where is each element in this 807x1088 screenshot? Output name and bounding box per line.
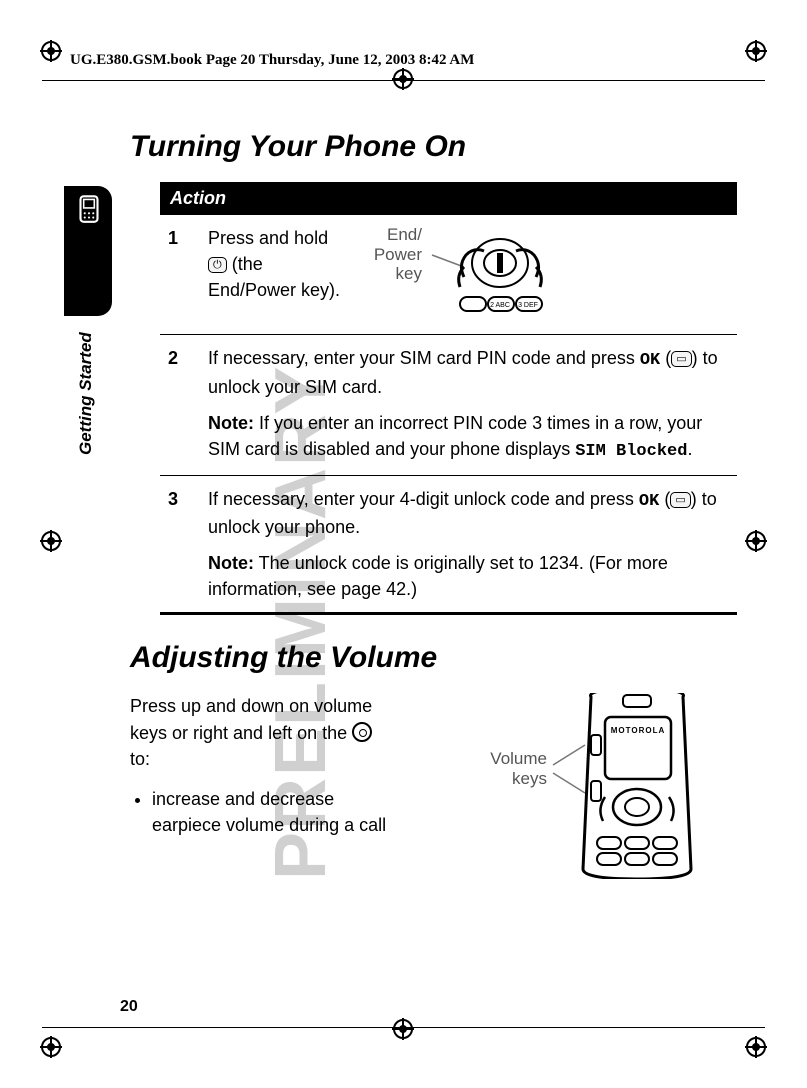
step-number: 1	[160, 215, 200, 335]
end-key-icon: ⏻	[208, 257, 227, 273]
phone-figure: Volume keys MOTOROLA	[477, 693, 707, 879]
svg-text:3 DEF: 3 DEF	[518, 302, 538, 309]
note-label: Note:	[208, 413, 254, 433]
registration-mark-icon	[745, 530, 767, 552]
registration-mark-icon	[392, 68, 414, 90]
svg-text:2 ABC: 2 ABC	[490, 302, 510, 309]
para-text: Press up and down on volume keys or righ…	[130, 696, 372, 742]
step-number: 3	[160, 475, 200, 614]
step-cell: Press and hold ⏻ (the End/Power key). En…	[200, 215, 737, 335]
chapter-label: Getting Started	[76, 332, 96, 455]
volume-paragraph: Press up and down on volume keys or righ…	[130, 693, 390, 837]
crop-mark-icon	[40, 40, 62, 62]
step-text: If necessary, enter your SIM card PIN co…	[208, 348, 640, 368]
softkey-icon: ▭	[670, 492, 690, 508]
sim-blocked-text: SIM Blocked	[575, 442, 687, 461]
callout-label: End/ Power key	[356, 225, 422, 284]
note-label: Note:	[208, 553, 254, 573]
step-text: If necessary, enter your 4-digit unlock …	[208, 489, 639, 509]
action-table: Action 1 Press and hold ⏻ (the End/Power…	[160, 182, 737, 615]
svg-text:MOTOROLA: MOTOROLA	[611, 726, 666, 735]
registration-mark-icon	[40, 530, 62, 552]
page-number: 20	[120, 998, 138, 1016]
step-cell: If necessary, enter your SIM card PIN co…	[200, 335, 737, 475]
keypad-illustration: 2 ABC 3 DEF	[430, 225, 570, 324]
note-text: The unlock code is originally set to 123…	[208, 553, 668, 599]
step-text: (the End/Power key).	[208, 254, 340, 300]
ok-label: OK	[640, 351, 660, 370]
crop-mark-icon	[40, 1036, 62, 1058]
step-text: Press and hold	[208, 228, 328, 248]
softkey-icon: ▭	[671, 351, 691, 367]
section-heading: Turning Your Phone On	[130, 130, 707, 164]
para-text: to:	[130, 749, 150, 769]
step-cell: If necessary, enter your 4-digit unlock …	[200, 475, 737, 614]
table-header: Action	[160, 182, 737, 215]
note-text: .	[687, 439, 692, 459]
nav-key-icon	[352, 722, 372, 742]
phone-icon	[72, 192, 106, 226]
table-row: 1 Press and hold ⏻ (the End/Power key). …	[160, 215, 737, 335]
crop-mark-icon	[745, 1036, 767, 1058]
chapter-tab	[64, 186, 112, 316]
callout-label: Volume keys	[477, 749, 547, 788]
step-text: (	[660, 348, 671, 368]
table-row: 3 If necessary, enter your 4-digit unloc…	[160, 475, 737, 614]
running-head: UG.E380.GSM.book Page 20 Thursday, June …	[70, 52, 474, 69]
step-number: 2	[160, 335, 200, 475]
registration-mark-icon	[392, 1018, 414, 1040]
table-row: 2 If necessary, enter your SIM card PIN …	[160, 335, 737, 475]
bullet-item: increase and decrease earpiece volume du…	[152, 786, 390, 838]
crop-mark-icon	[745, 40, 767, 62]
step-text: (	[659, 489, 670, 509]
ok-label: OK	[639, 492, 659, 511]
section-heading: Adjusting the Volume	[130, 641, 707, 675]
